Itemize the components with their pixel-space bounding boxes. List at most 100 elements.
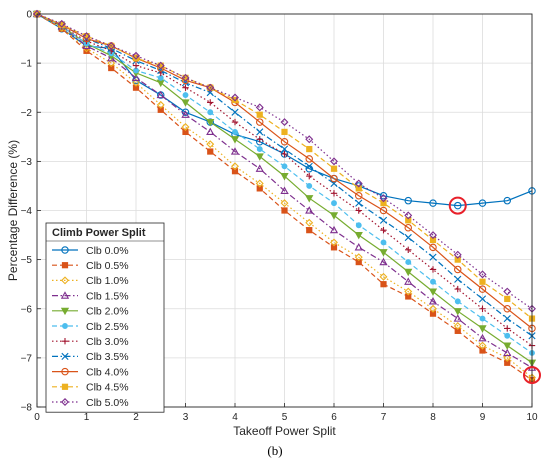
data-point	[305, 206, 314, 214]
data-point	[503, 304, 511, 313]
data-point	[453, 250, 462, 259]
data-point	[379, 216, 388, 224]
data-point	[255, 179, 264, 188]
data-point	[504, 332, 511, 339]
series-line	[36, 13, 533, 378]
data-point	[380, 281, 387, 288]
axes: 0 1 2 3 4 5 6 7 8 9 10 0 −1 −2 −3 −4 −5 −6 −7 −8	[21, 10, 538, 424]
data-point	[57, 19, 66, 28]
data-point	[355, 258, 362, 266]
legend-swatch-marker	[61, 246, 69, 254]
legend-label: Clb 4.5%	[86, 382, 129, 394]
data-point	[379, 272, 388, 281]
legend-entry: Clb 3.0%	[52, 336, 129, 348]
data-point	[479, 315, 486, 322]
legend-entry: Clb 5.0%	[52, 397, 129, 409]
y-tick-label: −1	[21, 59, 33, 70]
data-point	[330, 157, 338, 166]
data-point	[478, 295, 487, 303]
data-point	[404, 223, 412, 232]
data-point	[231, 118, 239, 126]
data-point	[503, 287, 512, 296]
y-tick-label: −6	[21, 304, 33, 315]
data-point	[478, 285, 487, 293]
data-point	[379, 257, 388, 266]
data-point	[429, 199, 437, 207]
legend-entry: Clb 0.5%	[52, 260, 129, 272]
data-point	[454, 285, 461, 293]
legend-swatch-marker	[61, 398, 69, 406]
legend-swatch-marker	[61, 367, 69, 376]
legend-box	[45, 222, 165, 413]
data-point	[454, 327, 461, 334]
data-point	[479, 278, 486, 285]
data-point	[281, 207, 288, 214]
legend-label: Clb 2.0%	[86, 306, 129, 318]
legend-entry: Clb 0.0%	[52, 245, 129, 257]
data-point	[181, 110, 190, 118]
data-point	[132, 84, 140, 91]
data-point	[453, 308, 462, 316]
data-point	[380, 226, 387, 234]
data-point	[255, 164, 264, 172]
data-point	[504, 359, 511, 366]
legend-swatch-marker	[61, 383, 69, 390]
data-point	[305, 155, 313, 163]
data-point	[404, 287, 413, 296]
legend-swatch-marker	[61, 262, 69, 269]
legend-swatch-marker	[60, 307, 70, 316]
data-point	[131, 73, 141, 81]
data-point	[429, 304, 437, 313]
data-point	[330, 238, 338, 247]
data-point	[354, 192, 363, 200]
data-point	[107, 53, 116, 62]
data-point	[306, 172, 313, 180]
data-point	[355, 199, 363, 207]
series-group	[32, 9, 537, 384]
data-point	[206, 83, 215, 92]
data-point	[255, 153, 264, 161]
y-tick-label: 0	[26, 10, 32, 21]
data-point	[156, 90, 165, 99]
data-point	[231, 162, 239, 171]
data-point	[281, 150, 288, 158]
y-axis-label: Percentage Difference (%)	[6, 140, 20, 281]
data-point	[280, 186, 289, 194]
legend-swatch-marker	[61, 276, 69, 285]
legend-label: Clb 1.5%	[86, 290, 129, 302]
data-point	[305, 135, 314, 144]
x-tick-label: 9	[480, 412, 486, 423]
data-point	[453, 314, 462, 322]
data-point	[379, 249, 388, 257]
data-point	[479, 305, 486, 312]
data-point	[404, 196, 412, 205]
data-point	[354, 231, 363, 240]
legend-entry: Clb 1.5%	[52, 290, 129, 302]
data-point	[379, 192, 388, 200]
highlight-circle	[523, 366, 541, 385]
legend-swatch-marker	[61, 352, 69, 360]
data-point	[280, 118, 289, 127]
data-point	[355, 207, 362, 214]
data-point	[355, 185, 362, 192]
data-point	[132, 54, 140, 62]
data-point	[429, 253, 437, 261]
x-tick-label: 0	[34, 412, 40, 423]
data-point	[108, 64, 115, 72]
data-point	[305, 218, 314, 227]
legend-label: Clb 5.0%	[86, 397, 129, 409]
data-point	[454, 275, 462, 283]
data-point	[453, 321, 462, 330]
data-point	[182, 84, 189, 91]
data-point	[504, 325, 511, 332]
data-point	[207, 109, 214, 116]
data-point	[504, 295, 511, 303]
data-point	[132, 51, 140, 60]
series-clb-5-0	[33, 10, 536, 313]
x-tick-label: 4	[232, 412, 238, 423]
data-point	[478, 270, 487, 279]
data-point	[430, 278, 436, 285]
data-point	[429, 266, 437, 273]
legend-label: Clb 0.5%	[86, 260, 129, 272]
legend-entry: Clb 4.5%	[52, 382, 129, 394]
